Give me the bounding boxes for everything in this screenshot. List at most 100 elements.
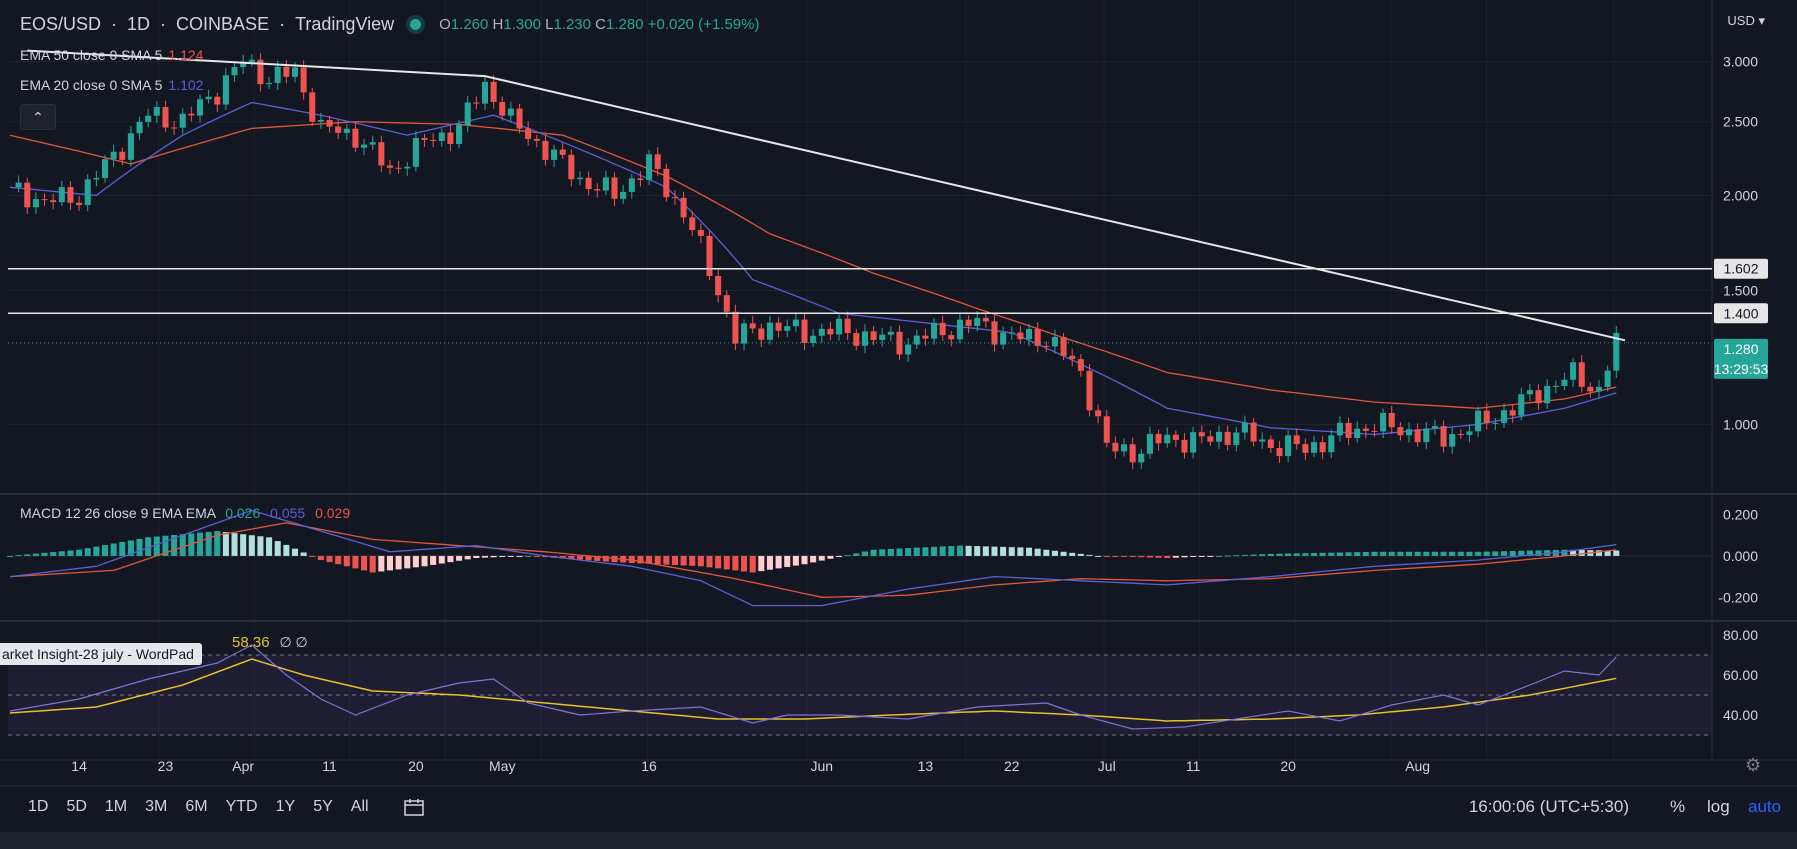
macd-histogram-bar	[300, 552, 307, 556]
macd-histogram-bar	[1241, 554, 1248, 556]
candle-body	[1121, 444, 1128, 452]
macd-histogram-bar	[404, 555, 411, 569]
macd-histogram-bar	[801, 555, 808, 565]
level-high-tag: 1.602	[1714, 258, 1768, 279]
candle-body	[171, 127, 178, 129]
goto-date-calendar-icon[interactable]	[404, 798, 424, 816]
macd-histogram-bar	[913, 547, 920, 556]
clock-timezone[interactable]: 16:00:06 (UTC+5:30)	[1468, 797, 1629, 816]
low-value: 1.230	[553, 16, 591, 33]
candle-body	[663, 168, 670, 198]
macd-histogram-bar	[1121, 555, 1128, 557]
range-5d-button[interactable]: 5D	[66, 798, 87, 815]
range-ytd-button[interactable]: YTD	[225, 798, 258, 815]
candle-body	[490, 81, 497, 103]
candle-body	[602, 177, 609, 191]
open-value: 1.260	[450, 16, 489, 33]
candle-body	[361, 144, 368, 148]
candle-body	[836, 318, 843, 335]
macd-histogram-bar	[32, 553, 39, 556]
range-all-button[interactable]: All	[350, 798, 369, 815]
macd-histogram-bar	[1336, 552, 1343, 556]
candle-body	[1595, 386, 1603, 392]
candle-body	[438, 132, 445, 142]
collapse-legend-button[interactable]: ⌃	[20, 104, 56, 130]
candle-body	[1259, 439, 1266, 442]
macd-histogram-bar	[136, 538, 143, 556]
candle-body	[84, 179, 91, 206]
candle-body	[1146, 433, 1153, 454]
candle-body	[628, 178, 635, 192]
symbol-label[interactable]: EOS/USD	[20, 14, 102, 34]
macd-histogram-bar	[766, 555, 773, 570]
candle-body	[732, 311, 739, 344]
candle-body	[179, 113, 186, 128]
percent-scale-toggle[interactable]: %	[1670, 797, 1686, 816]
chevron-down-icon: ▾	[1754, 13, 1765, 28]
macd-histogram-bar	[1310, 553, 1318, 556]
log-scale-toggle[interactable]: log	[1707, 797, 1730, 816]
macd-histogram-bar	[1561, 549, 1568, 556]
candle-body	[922, 335, 929, 339]
macd-histogram-bar	[171, 534, 178, 556]
candle-body	[1198, 432, 1205, 437]
svg-text:13:29:53: 13:29:53	[1714, 361, 1769, 377]
range-1d-button[interactable]: 1D	[28, 798, 49, 815]
macd-histogram-bar	[395, 555, 402, 570]
candle-body	[1431, 426, 1438, 429]
macd-histogram-bar	[1026, 547, 1033, 556]
interval-label[interactable]: 1D	[127, 14, 151, 34]
macd-histogram-bar	[291, 548, 299, 556]
macd-histogram-bar	[222, 532, 229, 556]
candle-body	[939, 322, 946, 336]
candle-body	[1069, 355, 1076, 360]
candle-body	[956, 319, 963, 340]
macd-histogram-bar	[931, 546, 938, 556]
time-axis-label: Jul	[1098, 758, 1116, 774]
candle-body	[76, 202, 83, 206]
macd-histogram-bar	[153, 536, 160, 556]
range-3m-button[interactable]: 3M	[145, 798, 168, 815]
macd-histogram-bar	[1293, 553, 1300, 556]
range-1m-button[interactable]: 1M	[104, 798, 128, 815]
macd-histogram-bar	[1509, 550, 1516, 556]
rsi-legend[interactable]: 58.36 ∅ ∅	[232, 634, 308, 651]
candle-body	[291, 67, 299, 77]
macd-histogram-bar	[361, 555, 368, 571]
candle-body	[931, 322, 938, 339]
candle-body	[119, 151, 126, 160]
ema50-legend[interactable]: EMA 50 close 0 SMA 5 1.124	[20, 47, 204, 63]
macd-histogram-bar	[1371, 551, 1378, 556]
range-1y-button[interactable]: 1Y	[275, 798, 296, 815]
price-axis-label: 1.000	[1723, 416, 1758, 432]
macd-histogram-bar	[663, 555, 670, 565]
time-axis-label: 14	[71, 758, 87, 774]
candle-body	[58, 187, 65, 203]
candle-body	[870, 331, 877, 340]
candle-body	[395, 167, 402, 169]
macd-histogram-bar	[1103, 555, 1110, 557]
macd-histogram-bar	[991, 546, 998, 556]
settings-gear-icon[interactable]: ⚙	[1745, 755, 1762, 775]
ema20-legend[interactable]: EMA 20 close 0 SMA 5 1.102	[20, 77, 204, 93]
macd-histogram-bar	[974, 546, 981, 556]
auto-scale-toggle[interactable]: auto	[1748, 797, 1782, 816]
candle-body	[559, 149, 566, 155]
price-axis-label: 1.500	[1723, 282, 1758, 298]
candle-body	[464, 102, 471, 126]
price-axis-label: 2.000	[1723, 187, 1758, 203]
macd-histogram-bar	[1138, 555, 1145, 558]
macd-histogram-bar	[525, 555, 532, 557]
range-6m-button[interactable]: 6M	[185, 798, 208, 815]
macd-legend[interactable]: MACD 12 26 close 9 EMA EMA 0.026 0.055 0…	[20, 505, 351, 521]
macd-histogram-bar	[602, 555, 609, 562]
candle-body	[1051, 336, 1058, 347]
macd-histogram-bar	[749, 555, 756, 573]
candle-body	[386, 165, 394, 168]
range-5y-button[interactable]: 5Y	[313, 798, 333, 815]
macd-histogram-bar	[956, 545, 963, 556]
candle-body	[1250, 422, 1257, 442]
macd-histogram-bar	[1129, 555, 1136, 557]
currency-selector[interactable]: USD ▾	[1727, 13, 1765, 28]
